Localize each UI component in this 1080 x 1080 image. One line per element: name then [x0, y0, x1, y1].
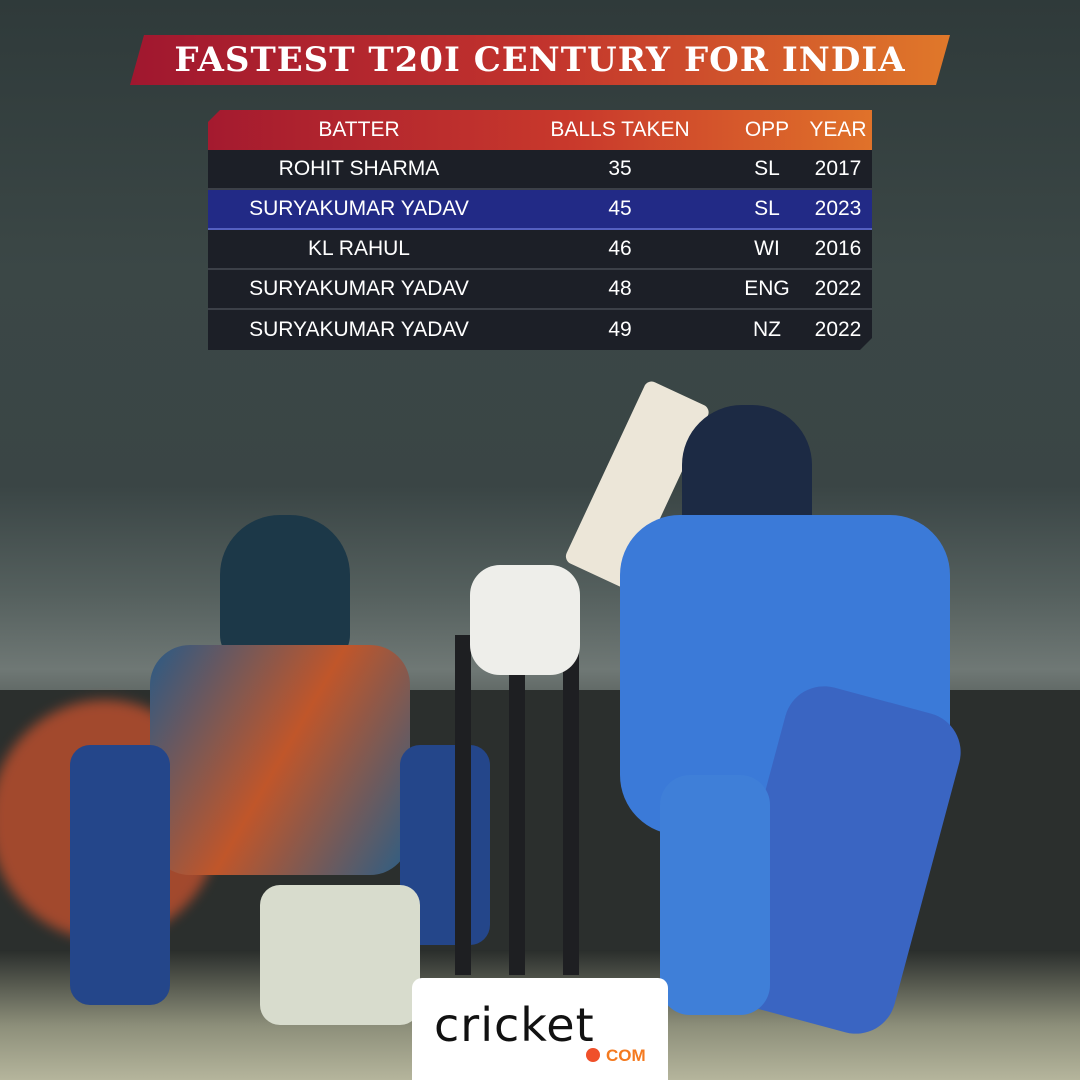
logo-dot-icon: [586, 1048, 600, 1062]
header-year: YEAR: [809, 118, 867, 141]
title-banner: FASTEST T20I CENTURY FOR INDIA: [130, 35, 950, 85]
cell-batter: ROHIT SHARMA: [278, 157, 440, 180]
cell-batter: SURYAKUMAR YADAV: [249, 318, 469, 341]
cell-batter: SURYAKUMAR YADAV: [249, 197, 469, 220]
cell-opp: WI: [754, 237, 780, 260]
cell-year: 2016: [814, 237, 862, 260]
wicketkeeper: [70, 515, 490, 1035]
table-row: SURYAKUMAR YADAV 48 ENG 2022: [208, 270, 872, 310]
table-row: ROHIT SHARMA 35 SL 2017: [208, 150, 872, 190]
table-row: SURYAKUMAR YADAV 49 NZ 2022: [208, 310, 872, 350]
cell-balls: 48: [608, 277, 632, 300]
batter: [460, 375, 970, 1065]
cell-balls: 46: [608, 237, 632, 260]
cell-opp: SL: [754, 157, 780, 180]
cell-year: 2022: [814, 318, 862, 341]
table-row: KL RAHUL 46 WI 2016: [208, 230, 872, 270]
logo-suffix: COM: [606, 1046, 646, 1065]
table-header: BATTER BALLS TAKEN OPP YEAR: [208, 110, 872, 150]
stats-table: BATTER BALLS TAKEN OPP YEAR ROHIT SHARMA…: [208, 110, 872, 350]
page-title: FASTEST T20I CENTURY FOR INDIA: [174, 40, 906, 80]
cell-opp: ENG: [744, 277, 790, 300]
cell-balls: 49: [608, 318, 632, 341]
stumps: [455, 635, 580, 975]
cell-opp: NZ: [753, 318, 781, 341]
header-batter: BATTER: [318, 118, 400, 141]
cricket-com-logo: cricket COM: [412, 978, 668, 1080]
cell-year: 2017: [814, 157, 862, 180]
cell-opp: SL: [754, 197, 780, 220]
table-row-highlighted: SURYAKUMAR YADAV 45 SL 2023: [208, 190, 872, 230]
logo-word: cricket: [434, 998, 595, 1052]
header-opp: OPP: [744, 118, 790, 141]
cell-balls: 35: [608, 157, 632, 180]
cell-batter: KL RAHUL: [308, 237, 410, 260]
cell-batter: SURYAKUMAR YADAV: [249, 277, 469, 300]
cell-year: 2023: [814, 197, 862, 220]
cell-year: 2022: [814, 277, 862, 300]
header-balls: BALLS TAKEN: [550, 118, 690, 141]
cell-balls: 45: [608, 197, 632, 220]
